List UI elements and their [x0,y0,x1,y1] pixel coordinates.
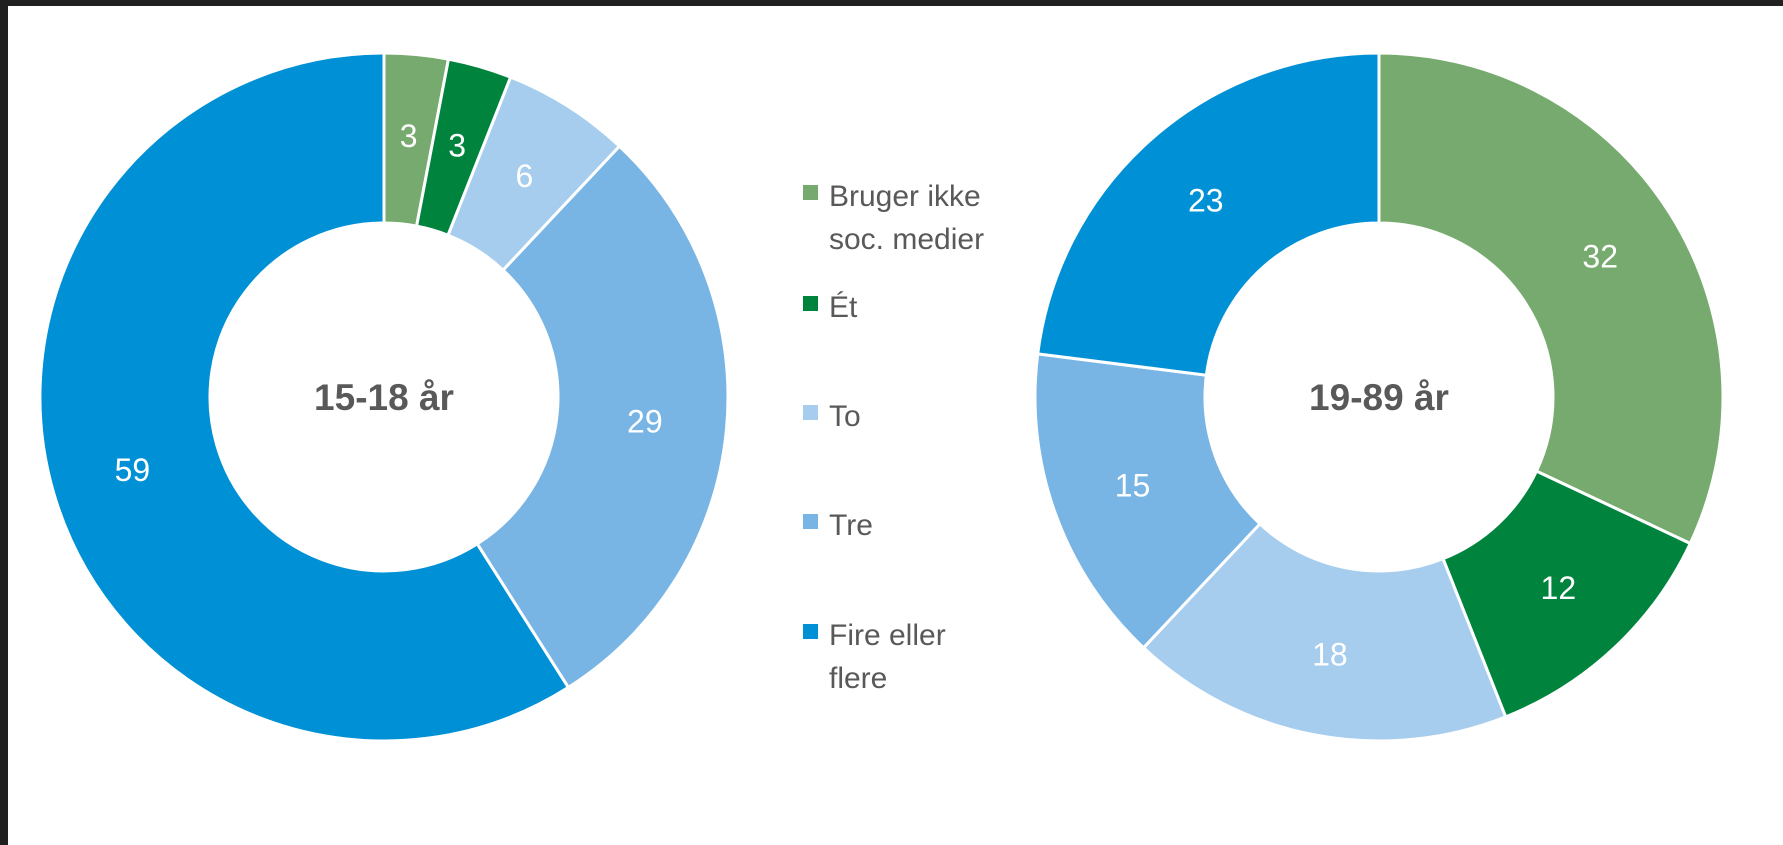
donut-15-18: 3 3 6 29 59 15-18 år [38,51,730,743]
legend-label-et: Ét [829,291,858,324]
slice-label-15-18-to: 6 [515,158,533,194]
center-label-15-18: 15-18 år [314,377,454,418]
slice-19-89-t [1441,469,1693,719]
legend-label-bruger-ikke-line1: Bruger ikke [829,180,981,213]
legend-swatch-bruger-ikke [803,185,818,200]
legend-swatch-to [803,405,818,420]
legend: Bruger ikke soc. medier Ét To Tre Fire e… [803,180,984,695]
slice-label-19-89-t: 12 [1541,570,1577,606]
slice-label-19-89-bruger-ikke-soc-medier: 32 [1582,239,1618,275]
slice-15-18-tre [475,144,730,690]
center-label-19-89: 19-89 år [1309,377,1449,418]
legend-label-tre: Tre [829,509,873,542]
slice-label-15-18-t: 3 [448,127,466,163]
slice-19-89-tre [1033,352,1263,650]
slice-label-19-89-to: 18 [1312,636,1348,672]
legend-swatch-fire-eller-flere [803,624,818,639]
slice-19-89-fire-eller-flere [1036,51,1381,377]
legend-label-fire-line2: flere [829,662,887,695]
donut-19-89: 32 12 18 15 23 19-89 år [1033,51,1725,743]
legend-label-bruger-ikke-line2: soc. medier [829,223,984,256]
slice-label-15-18-tre: 29 [627,404,663,440]
legend-label-fire-line1: Fire eller [829,619,946,652]
slice-label-19-89-fire-eller-flere: 23 [1188,182,1224,218]
legend-label-to: To [829,400,861,433]
legend-swatch-et [803,296,818,311]
legend-swatch-tre [803,514,818,529]
slice-19-89-to [1141,521,1508,743]
slice-15-18-fire-eller-flere [38,51,571,743]
slice-label-19-89-tre: 15 [1115,468,1151,504]
slice-label-15-18-fire-eller-flere: 59 [115,452,151,488]
slice-label-15-18-bruger-ikke-soc-medier: 3 [400,118,418,154]
slice-19-89-bruger-ikke-soc-medier [1377,51,1725,546]
